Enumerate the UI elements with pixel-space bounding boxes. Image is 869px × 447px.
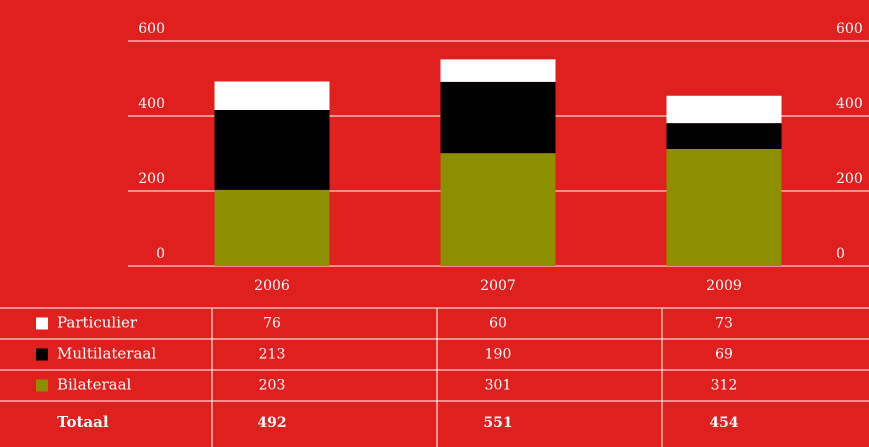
y-tick-label: 600 [138,21,165,37]
legend-label: Particulier [57,314,138,332]
table-value: 69 [715,347,733,363]
legend-swatch [36,348,48,361]
bar-segment [214,189,330,266]
table-value: 301 [485,378,512,394]
bar-segment [666,149,782,266]
x-tick-label: 2009 [706,278,742,294]
x-tick-label: 2007 [480,278,516,294]
legend-swatch [36,379,48,392]
bar-segment [214,81,330,110]
y2-tick-label: 400 [836,96,863,112]
y2-tick-label: 200 [836,171,863,187]
total-value: 551 [483,415,512,431]
legend-swatch [36,317,48,330]
table-value: 203 [259,378,286,394]
table-value: 190 [485,347,512,363]
bar-segment [666,123,782,149]
table-value: 73 [715,316,733,332]
legend-label: Multilateraal [57,345,156,363]
total-value: 454 [709,415,738,431]
y2-tick-label: 600 [836,21,863,37]
total-label: Totaal [57,413,109,431]
y2-tick-label: 0 [836,246,845,262]
table-value: 76 [263,316,281,332]
x-tick-label: 2006 [254,278,290,294]
table-value: 312 [711,378,738,394]
table-value: 60 [489,316,507,332]
total-value: 492 [257,415,286,431]
table-value: 213 [259,347,286,363]
y-tick-label: 400 [138,96,165,112]
bar-segment [440,81,556,154]
bar-segment [214,110,330,190]
y-tick-label: 0 [156,246,165,262]
bar-segment [440,153,556,266]
bar-segment [666,95,782,124]
legend-label: Bilateraal [57,376,132,394]
bar-segment [440,59,556,82]
y-tick-label: 200 [138,171,165,187]
